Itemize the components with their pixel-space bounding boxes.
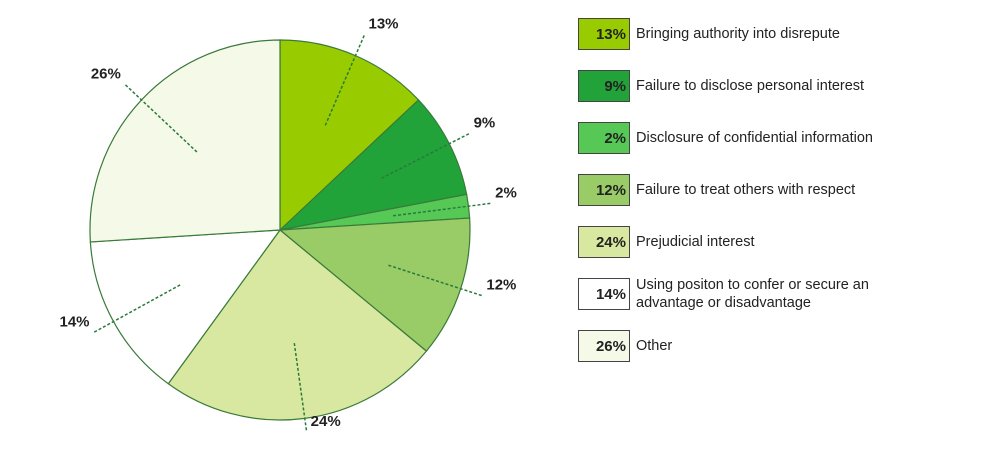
leader-line <box>324 34 366 126</box>
leader-line <box>124 83 198 153</box>
legend-item: 2% Disclosure of confidential information <box>578 118 918 158</box>
data-label: 12% <box>486 277 516 294</box>
legend-item: 12% Failure to treat others with respect <box>578 170 918 210</box>
legend-swatch: 26% <box>578 330 630 362</box>
legend-label: Using positon to confer or secure an adv… <box>636 277 869 311</box>
legend-swatch: 2% <box>578 122 630 154</box>
legend-swatch: 12% <box>578 174 630 206</box>
pie-slice <box>167 229 428 421</box>
legend-label: Other <box>636 338 673 354</box>
legend-item: 24% Prejudicial interest <box>578 222 918 262</box>
data-label: 14% <box>59 313 89 330</box>
legend-item: 14% Using positon to confer or secure an … <box>578 274 918 314</box>
data-label: 26% <box>91 65 121 82</box>
data-label: 24% <box>311 413 341 430</box>
data-label: 9% <box>474 114 496 131</box>
data-label: 13% <box>369 16 399 33</box>
legend-label: Bringing authority into disrepute <box>636 26 840 42</box>
legend-label: Failure to treat others with respect <box>636 182 856 198</box>
leader-line <box>93 284 181 334</box>
legend-item: 9% Failure to disclose personal interest <box>578 66 918 106</box>
leader-line <box>388 264 483 297</box>
legend-swatch: 14% <box>578 278 630 310</box>
legend-label: Prejudicial interest <box>636 234 755 250</box>
leader-line <box>381 132 470 179</box>
leader-line <box>393 202 492 217</box>
legend-item: 26% Other <box>578 326 918 366</box>
legend-swatch: 9% <box>578 70 630 102</box>
legend-label: Failure to disclose personal interest <box>636 78 865 94</box>
legend-label: Disclosure of confidential information <box>636 130 873 146</box>
legend-item: 13% Bringing authority into disrepute <box>578 14 918 54</box>
legend-swatch: 13% <box>578 18 630 50</box>
legend-swatch: 24% <box>578 226 630 258</box>
data-label: 2% <box>495 184 517 201</box>
